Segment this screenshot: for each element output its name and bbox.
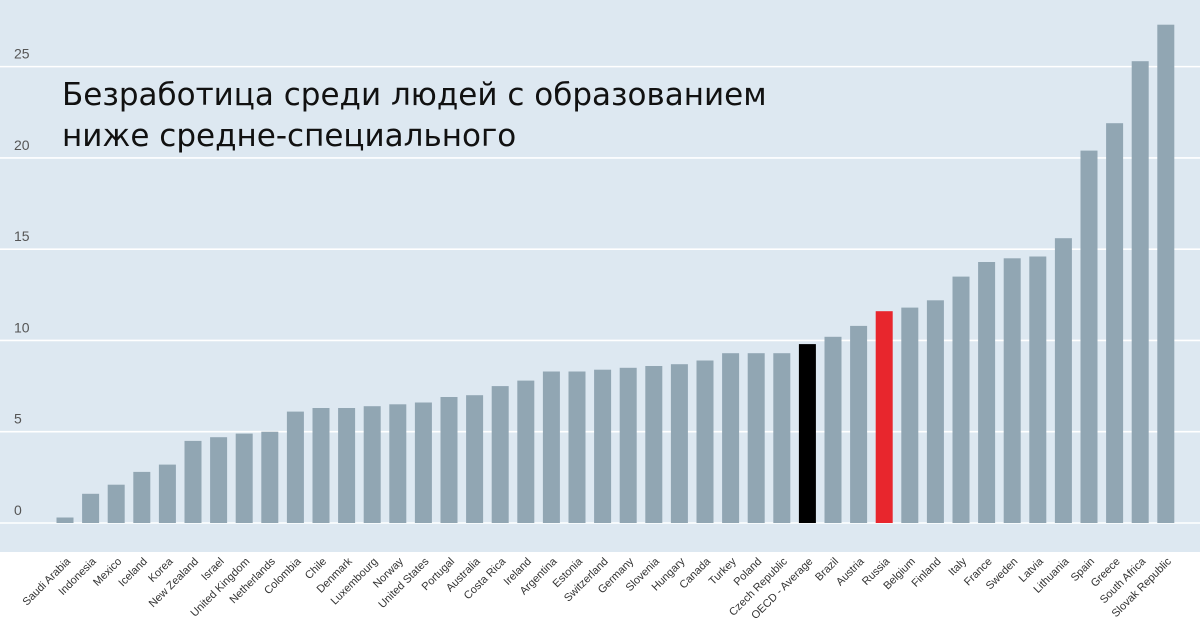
- x-tick-label-iceland: Iceland: [116, 556, 150, 590]
- y-tick-label: 20: [14, 137, 30, 153]
- bar-israel: [210, 437, 228, 523]
- bar-poland: [747, 353, 765, 523]
- x-tick-label-austria: Austria: [834, 555, 867, 588]
- bar-united-kingdom: [235, 433, 253, 523]
- bar-austria: [850, 325, 868, 523]
- bar-finland: [926, 300, 944, 523]
- bar-mexico: [107, 484, 125, 523]
- bar-saudi-arabia: [56, 517, 74, 523]
- bar-greece: [1106, 123, 1124, 523]
- bar-slovenia: [645, 366, 663, 523]
- bar-hungary: [670, 364, 688, 523]
- bar-lithuania: [1054, 238, 1072, 523]
- y-tick-label: 0: [14, 502, 22, 518]
- bar-chile: [312, 408, 330, 523]
- bar-oecd-average: [798, 344, 816, 523]
- bar-france: [978, 262, 996, 523]
- bar-colombia: [286, 411, 304, 523]
- bar-latvia: [1029, 256, 1047, 523]
- bar-south-africa: [1131, 61, 1149, 523]
- bar-spain: [1080, 150, 1098, 523]
- chart-title-line-1: Безработица среди людей с образованием: [62, 77, 767, 113]
- bar-czech-republic: [773, 353, 791, 523]
- y-tick-label: 15: [14, 228, 30, 244]
- bar-germany: [619, 367, 637, 523]
- bar-canada: [696, 360, 714, 523]
- bar-ireland: [517, 380, 535, 523]
- y-tick-label: 5: [14, 411, 22, 427]
- bar-denmark: [338, 408, 356, 523]
- bar-italy: [952, 276, 970, 523]
- bar-indonesia: [82, 493, 100, 523]
- bar-luxembourg: [363, 406, 381, 523]
- bar-estonia: [568, 371, 586, 523]
- bar-costa-rica: [491, 386, 509, 523]
- bar-turkey: [722, 353, 740, 523]
- bar-belgium: [901, 307, 919, 523]
- bar-norway: [389, 404, 407, 523]
- bar-iceland: [133, 471, 151, 523]
- bar-united-states: [414, 402, 432, 523]
- bar-new-zealand: [184, 440, 202, 523]
- bar-sweden: [1003, 258, 1021, 523]
- x-axis-labels: Saudi ArabiaIndonesiaMexicoIcelandKoreaN…: [21, 555, 1175, 622]
- bar-slovak-republic: [1157, 24, 1175, 523]
- y-tick-label: 10: [14, 319, 30, 335]
- x-tick-label-finland: Finland: [910, 556, 944, 590]
- bar-brazil: [824, 336, 842, 523]
- bar-russia: [875, 311, 893, 523]
- bar-australia: [466, 395, 484, 523]
- bars: [56, 24, 1175, 523]
- chart-title-line-2: ниже средне-специального: [62, 118, 516, 154]
- bar-portugal: [440, 397, 458, 523]
- bar-korea: [158, 464, 176, 523]
- y-axis-ticks: 0 5 10 15 20 25: [14, 46, 30, 518]
- bar-switzerland: [594, 369, 612, 523]
- bar-netherlands: [261, 431, 279, 523]
- y-tick-label: 25: [14, 46, 30, 62]
- bar-argentina: [542, 371, 560, 523]
